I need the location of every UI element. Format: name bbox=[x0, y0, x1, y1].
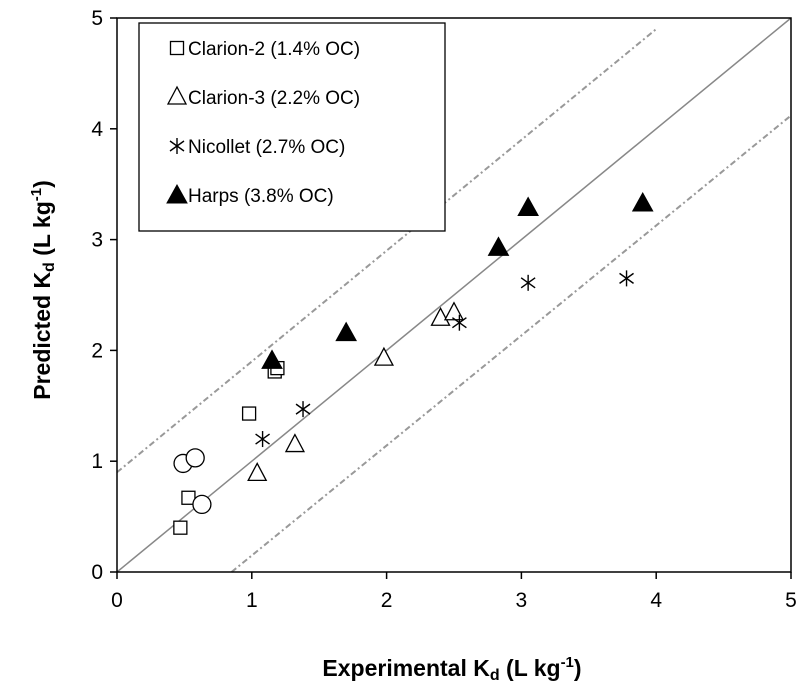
asterisk-stroke bbox=[295, 403, 311, 415]
y-tick-label: 2 bbox=[91, 339, 103, 362]
legend-marker-square bbox=[169, 40, 185, 56]
triangle-marker bbox=[373, 346, 394, 366]
filled-triangle-marker bbox=[335, 321, 358, 342]
reference-line-0 bbox=[116, 17, 792, 573]
data-point-square-2 bbox=[241, 406, 257, 421]
plot-frame bbox=[116, 17, 792, 573]
filled-triangle-marker bbox=[631, 192, 654, 212]
circle-marker bbox=[192, 494, 212, 515]
triangle-marker bbox=[284, 433, 306, 453]
filled-triangle-marker bbox=[261, 349, 283, 369]
data-point-circle-1 bbox=[185, 448, 205, 468]
filled-triangle-marker bbox=[487, 236, 510, 256]
circle-marker bbox=[185, 448, 205, 468]
data-point-asterisk-0 bbox=[255, 431, 270, 448]
triangle-marker bbox=[166, 85, 188, 105]
square-marker bbox=[173, 520, 188, 535]
legend-item: Clarion-2 (1.4% OC) bbox=[169, 39, 360, 60]
x-tick-label: 5 bbox=[785, 589, 797, 612]
asterisk-stroke bbox=[520, 277, 536, 289]
filled-triangle-marker bbox=[166, 183, 188, 204]
asterisk-stroke bbox=[255, 433, 270, 445]
x-tick-label: 1 bbox=[246, 589, 258, 612]
data-point-filled-triangle-1 bbox=[335, 321, 358, 342]
y-tick-label: 4 bbox=[91, 118, 103, 141]
data-point-triangle-0 bbox=[247, 461, 268, 482]
legend-label: Nicollet (2.7% OC) bbox=[188, 137, 345, 158]
reference-line-1 bbox=[116, 28, 657, 474]
data-point-asterisk-3 bbox=[520, 274, 536, 291]
x-tick-label: 2 bbox=[381, 589, 393, 612]
data-point-filled-triangle-4 bbox=[631, 192, 654, 212]
data-point-asterisk-1 bbox=[295, 401, 311, 418]
asterisk-stroke bbox=[451, 317, 467, 329]
legend-item: Nicollet (2.7% OC) bbox=[169, 137, 345, 158]
legend: Clarion-2 (1.4% OC) Clarion-3 (2.2% OC) Ni… bbox=[138, 22, 446, 232]
data-point-filled-triangle-3 bbox=[517, 196, 539, 216]
y-tick-label: 1 bbox=[91, 450, 103, 473]
x-tick-label: 0 bbox=[111, 589, 123, 612]
data-point-asterisk-4 bbox=[619, 270, 634, 287]
x-axis-title: Experimental Kd (L kg-1) bbox=[322, 654, 581, 684]
data-point-filled-triangle-0 bbox=[261, 349, 283, 369]
asterisk-stroke bbox=[619, 272, 634, 284]
data-point-triangle-3 bbox=[430, 306, 451, 326]
triangle-marker bbox=[430, 306, 451, 326]
square-marker bbox=[169, 40, 185, 56]
x-tick-label: 3 bbox=[516, 589, 528, 612]
data-point-triangle-4 bbox=[443, 301, 465, 321]
square-marker bbox=[241, 406, 257, 421]
triangle-marker bbox=[443, 301, 465, 321]
filled-triangle-marker bbox=[517, 196, 539, 216]
data-point-square-0 bbox=[173, 520, 188, 535]
data-point-triangle-2 bbox=[373, 346, 394, 366]
legend-label: Harps (3.8% OC) bbox=[188, 186, 334, 207]
data-point-triangle-1 bbox=[284, 433, 306, 453]
x-tick-label: 4 bbox=[650, 589, 662, 612]
data-point-circle-2 bbox=[192, 494, 212, 515]
triangle-marker bbox=[247, 461, 268, 482]
legend-marker-triangle bbox=[166, 85, 188, 105]
y-tick-label: 3 bbox=[91, 229, 103, 252]
legend-item: Clarion-3 (2.2% OC) bbox=[166, 85, 360, 109]
legend-marker-filled-triangle bbox=[166, 183, 188, 204]
data-point-asterisk-2 bbox=[451, 314, 467, 331]
data-point-filled-triangle-2 bbox=[487, 236, 510, 256]
y-tick-label: 0 bbox=[91, 561, 103, 584]
legend-box bbox=[138, 22, 446, 232]
y-axis-title: Predicted Kd (L kg-1) bbox=[28, 180, 58, 400]
y-tick-label: 5 bbox=[91, 7, 103, 30]
legend-marker-asterisk bbox=[169, 138, 185, 154]
legend-label: Clarion-3 (2.2% OC) bbox=[188, 88, 360, 109]
legend-item: Harps (3.8% OC) bbox=[166, 183, 334, 207]
legend-label: Clarion-2 (1.4% OC) bbox=[188, 39, 360, 60]
asterisk-stroke bbox=[169, 140, 185, 152]
